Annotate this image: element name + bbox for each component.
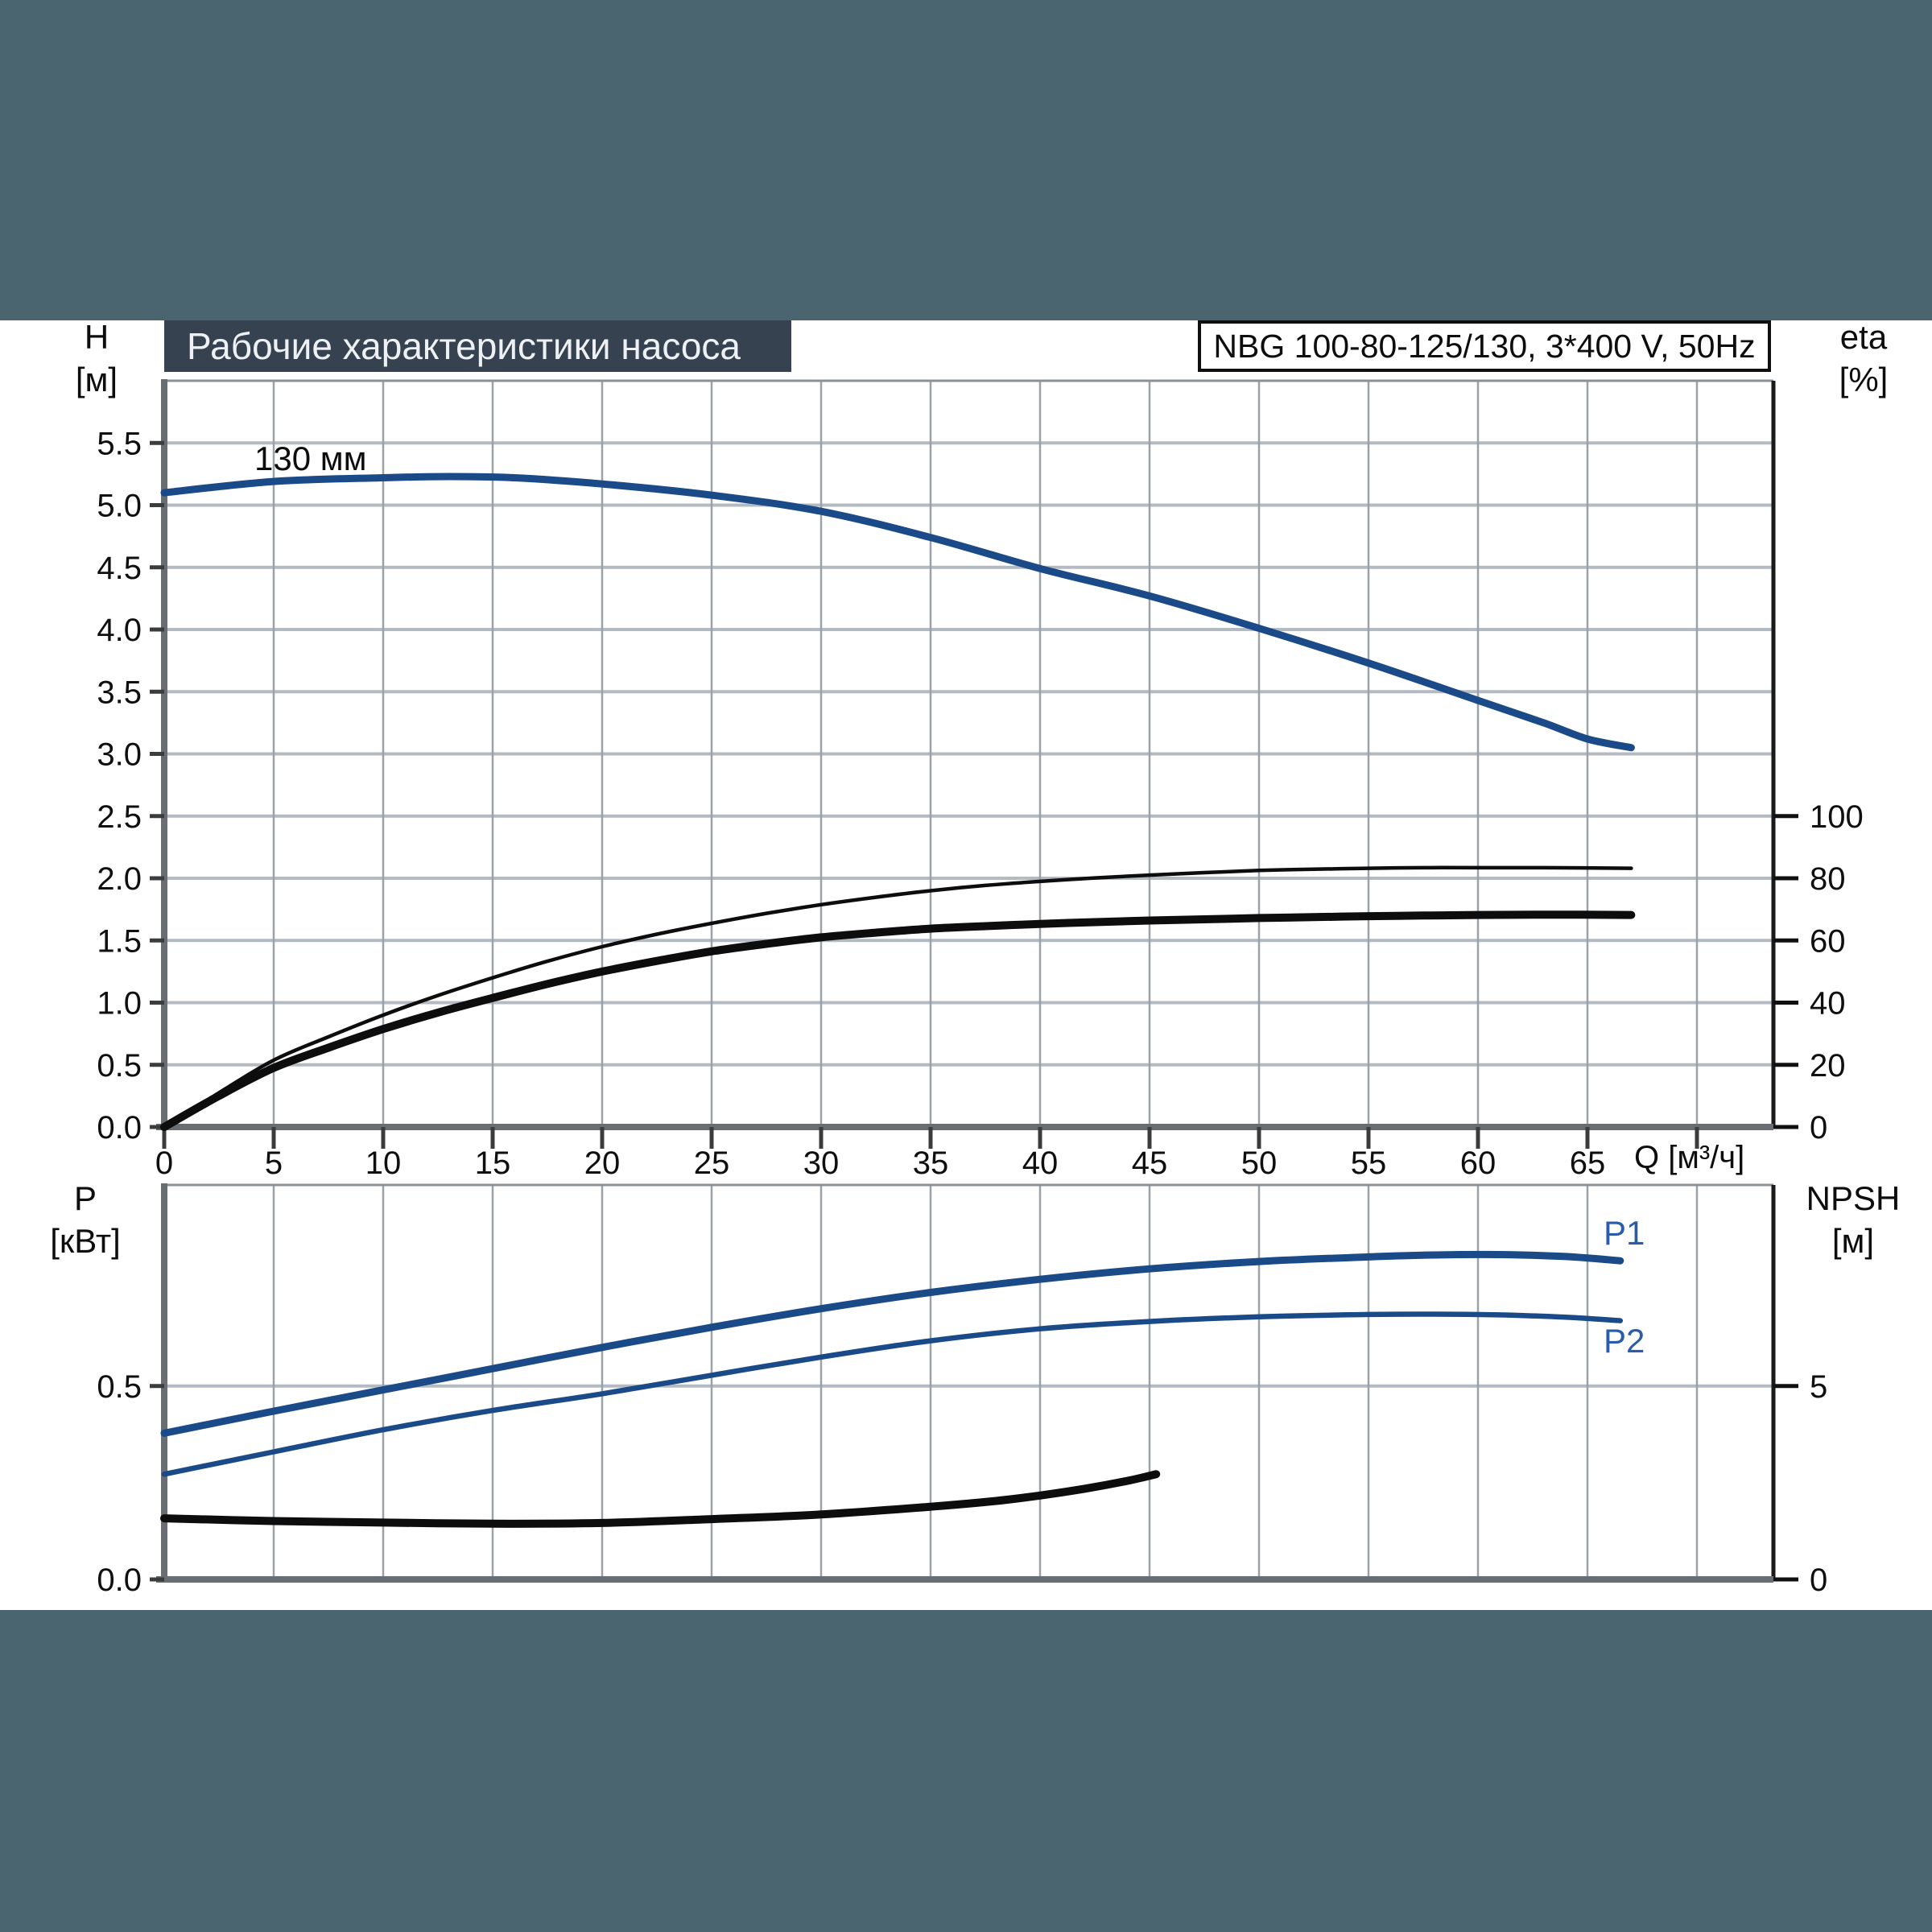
svg-text:60: 60 (1460, 1146, 1496, 1181)
svg-text:0: 0 (1810, 1563, 1827, 1598)
svg-text:45: 45 (1132, 1146, 1168, 1181)
svg-text:60: 60 (1810, 923, 1846, 959)
power-axis-symbol: P (73, 1179, 97, 1217)
svg-text:1.5: 1.5 (97, 923, 142, 959)
svg-text:3.5: 3.5 (97, 675, 142, 710)
pump-model-text: NBG 100-80-125/130, 3*400 V, 50Hz (1213, 327, 1756, 365)
svg-text:0.0: 0.0 (97, 1110, 142, 1146)
svg-text:5.5: 5.5 (97, 426, 142, 461)
p1-curve-label: P1 (1604, 1214, 1645, 1252)
svg-text:100: 100 (1810, 799, 1864, 835)
svg-text:4.5: 4.5 (97, 551, 142, 586)
svg-text:40: 40 (1810, 986, 1846, 1022)
svg-text:65: 65 (1570, 1146, 1606, 1181)
curve-NPSH (160, 1470, 1161, 1528)
svg-text:2.5: 2.5 (97, 799, 142, 835)
head-axis-label: H [м] (47, 316, 147, 401)
curve-eta-thick (160, 910, 1636, 1131)
flow-axis-label: Q [м³/ч] (1634, 1140, 1745, 1175)
chart-title: Рабочие характеристики насоса (187, 325, 741, 367)
eta-axis-symbol: eta (1839, 318, 1888, 356)
svg-text:0: 0 (155, 1146, 173, 1181)
svg-text:0.5: 0.5 (97, 1048, 142, 1084)
npsh-axis-label: NPSH [м] (1789, 1177, 1918, 1262)
svg-text:40: 40 (1022, 1146, 1059, 1181)
svg-text:50: 50 (1241, 1146, 1278, 1181)
pump-model-box: NBG 100-80-125/130, 3*400 V, 50Hz (1198, 320, 1771, 372)
svg-text:10: 10 (365, 1146, 402, 1181)
svg-text:30: 30 (803, 1146, 840, 1181)
svg-text:55: 55 (1351, 1146, 1387, 1181)
svg-text:80: 80 (1810, 861, 1846, 897)
svg-text:1.0: 1.0 (97, 986, 142, 1022)
svg-text:20: 20 (1810, 1048, 1846, 1084)
svg-text:2.0: 2.0 (97, 861, 142, 897)
eta-axis-unit: [%] (1839, 361, 1889, 398)
power-axis-label: P [кВт] (32, 1177, 138, 1262)
head-axis-symbol: H (84, 318, 109, 356)
svg-text:5: 5 (265, 1146, 283, 1181)
svg-text:35: 35 (913, 1146, 949, 1181)
curve-P2 (161, 1311, 1624, 1477)
impeller-diameter-curve-label: 130 мм (254, 440, 367, 477)
bottom-border-band (0, 1610, 1932, 1932)
svg-text:5: 5 (1810, 1369, 1827, 1405)
svg-text:15: 15 (475, 1146, 511, 1181)
svg-text:0: 0 (1810, 1110, 1827, 1146)
svg-text:5.0: 5.0 (97, 489, 142, 524)
chart-title-bar: Рабочие характеристики насоса (164, 320, 791, 372)
power-axis-unit: [кВт] (50, 1222, 121, 1260)
svg-text:0.0: 0.0 (97, 1563, 142, 1598)
head-axis-unit: [м] (75, 361, 118, 398)
eta-axis-label: eta [%] (1811, 316, 1916, 401)
svg-text:4.0: 4.0 (97, 613, 142, 648)
npsh-axis-unit: [м] (1831, 1222, 1875, 1260)
svg-text:0.5: 0.5 (97, 1369, 142, 1405)
svg-text:25: 25 (694, 1146, 730, 1181)
p2-curve-label: P2 (1604, 1322, 1645, 1360)
curve-P1 (160, 1250, 1624, 1437)
npsh-axis-symbol: NPSH (1806, 1179, 1901, 1217)
svg-text:20: 20 (584, 1146, 621, 1181)
svg-text:3.0: 3.0 (97, 737, 142, 773)
curve-130-мм (160, 473, 1635, 752)
curve-eta-thin (162, 865, 1633, 1129)
top-border-band (0, 0, 1932, 320)
